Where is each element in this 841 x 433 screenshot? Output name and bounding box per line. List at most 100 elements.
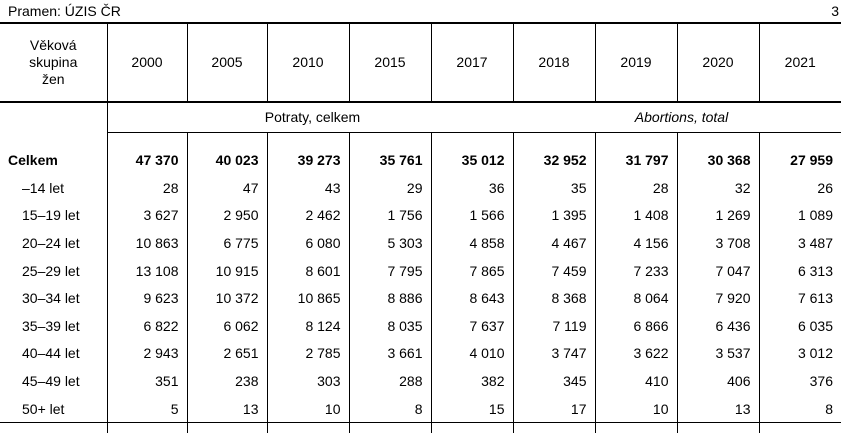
row-label: 35–39 let bbox=[0, 312, 107, 340]
value-cell-2005: 2 651 bbox=[187, 340, 267, 368]
value-cell-2010: 8 601 bbox=[267, 257, 349, 285]
value-cell-2015: 8 035 bbox=[349, 312, 431, 340]
value-cell-2018: 35 bbox=[513, 174, 595, 202]
value-cell-2000: 47 370 bbox=[107, 146, 187, 174]
value-cell-2015: 288 bbox=[349, 367, 431, 395]
value-cell-2005: 2 950 bbox=[187, 202, 267, 230]
spacer-cell bbox=[107, 133, 187, 147]
value-cell-2019: 10 bbox=[595, 395, 677, 423]
spacer-cell bbox=[0, 133, 107, 147]
value-cell-2015: 8 886 bbox=[349, 284, 431, 312]
row-label: 20–24 let bbox=[0, 229, 107, 257]
caption-cell: Potraty, celkem Abortions, total bbox=[107, 102, 841, 133]
bottom-cell bbox=[677, 423, 759, 433]
value-cell-2010: 2 785 bbox=[267, 340, 349, 368]
bottom-cell bbox=[349, 423, 431, 433]
value-cell-2018: 8 368 bbox=[513, 284, 595, 312]
value-cell-2018: 32 952 bbox=[513, 146, 595, 174]
value-cell-2000: 28 bbox=[107, 174, 187, 202]
bottom-cell bbox=[0, 423, 107, 433]
caption-english: Abortions, total bbox=[518, 109, 841, 125]
page-edge-mark: 3 bbox=[831, 3, 839, 19]
value-cell-2010: 39 273 bbox=[267, 146, 349, 174]
age-group-header: Věková skupina žen bbox=[0, 24, 107, 102]
bottom-cell bbox=[759, 423, 841, 433]
spacer-row bbox=[0, 133, 841, 147]
value-cell-2020: 13 bbox=[677, 395, 759, 423]
value-cell-2015: 3 661 bbox=[349, 340, 431, 368]
value-cell-2019: 8 064 bbox=[595, 284, 677, 312]
spacer-cell bbox=[677, 133, 759, 147]
value-cell-2020: 32 bbox=[677, 174, 759, 202]
value-cell-2020: 1 269 bbox=[677, 202, 759, 230]
bottom-cell bbox=[431, 423, 513, 433]
value-cell-2015: 29 bbox=[349, 174, 431, 202]
value-cell-2015: 1 756 bbox=[349, 202, 431, 230]
value-cell-2015: 7 795 bbox=[349, 257, 431, 285]
bottom-border-row bbox=[0, 423, 841, 433]
row-label: 15–19 let bbox=[0, 202, 107, 230]
value-cell-2000: 10 863 bbox=[107, 229, 187, 257]
spacer-cell bbox=[349, 133, 431, 147]
caption-row: Potraty, celkem Abortions, total bbox=[0, 102, 841, 133]
value-cell-2021: 26 bbox=[759, 174, 841, 202]
value-cell-2021: 3 012 bbox=[759, 340, 841, 368]
value-cell-2005: 238 bbox=[187, 367, 267, 395]
value-cell-2005: 10 372 bbox=[187, 284, 267, 312]
value-cell-2000: 3 627 bbox=[107, 202, 187, 230]
value-cell-2005: 10 915 bbox=[187, 257, 267, 285]
value-cell-2000: 13 108 bbox=[107, 257, 187, 285]
value-cell-2017: 382 bbox=[431, 367, 513, 395]
value-cell-2021: 6 313 bbox=[759, 257, 841, 285]
value-cell-2019: 410 bbox=[595, 367, 677, 395]
row-label: –14 let bbox=[0, 174, 107, 202]
value-cell-2018: 4 467 bbox=[513, 229, 595, 257]
value-cell-2021: 3 487 bbox=[759, 229, 841, 257]
year-header-2000: 2000 bbox=[107, 24, 187, 102]
value-cell-2000: 9 623 bbox=[107, 284, 187, 312]
value-cell-2020: 7 047 bbox=[677, 257, 759, 285]
value-cell-2010: 303 bbox=[267, 367, 349, 395]
bottom-cell bbox=[595, 423, 677, 433]
row-label: Celkem bbox=[0, 146, 107, 174]
value-cell-2017: 36 bbox=[431, 174, 513, 202]
value-cell-2021: 376 bbox=[759, 367, 841, 395]
year-header-2005: 2005 bbox=[187, 24, 267, 102]
value-cell-2010: 43 bbox=[267, 174, 349, 202]
value-cell-2017: 1 566 bbox=[431, 202, 513, 230]
value-cell-2021: 27 959 bbox=[759, 146, 841, 174]
year-header-2010: 2010 bbox=[267, 24, 349, 102]
row-label: 25–29 let bbox=[0, 257, 107, 285]
value-cell-2005: 13 bbox=[187, 395, 267, 423]
spacer-cell bbox=[595, 133, 677, 147]
value-cell-2020: 6 436 bbox=[677, 312, 759, 340]
spacer-cell bbox=[187, 133, 267, 147]
value-cell-2017: 35 012 bbox=[431, 146, 513, 174]
value-cell-2015: 5 303 bbox=[349, 229, 431, 257]
value-cell-2017: 7 637 bbox=[431, 312, 513, 340]
value-cell-2019: 7 233 bbox=[595, 257, 677, 285]
value-cell-2020: 406 bbox=[677, 367, 759, 395]
value-cell-2019: 31 797 bbox=[595, 146, 677, 174]
value-cell-2005: 6 775 bbox=[187, 229, 267, 257]
value-cell-2010: 8 124 bbox=[267, 312, 349, 340]
value-cell-2018: 345 bbox=[513, 367, 595, 395]
spacer-cell bbox=[431, 133, 513, 147]
row-label: 50+ let bbox=[0, 395, 107, 423]
bottom-cell bbox=[267, 423, 349, 433]
row-label: 40–44 let bbox=[0, 340, 107, 368]
value-cell-2019: 1 408 bbox=[595, 202, 677, 230]
bottom-cell bbox=[513, 423, 595, 433]
value-cell-2018: 7 119 bbox=[513, 312, 595, 340]
year-header-2018: 2018 bbox=[513, 24, 595, 102]
value-cell-2010: 10 bbox=[267, 395, 349, 423]
bottom-cell bbox=[187, 423, 267, 433]
value-cell-2005: 6 062 bbox=[187, 312, 267, 340]
value-cell-2018: 1 395 bbox=[513, 202, 595, 230]
